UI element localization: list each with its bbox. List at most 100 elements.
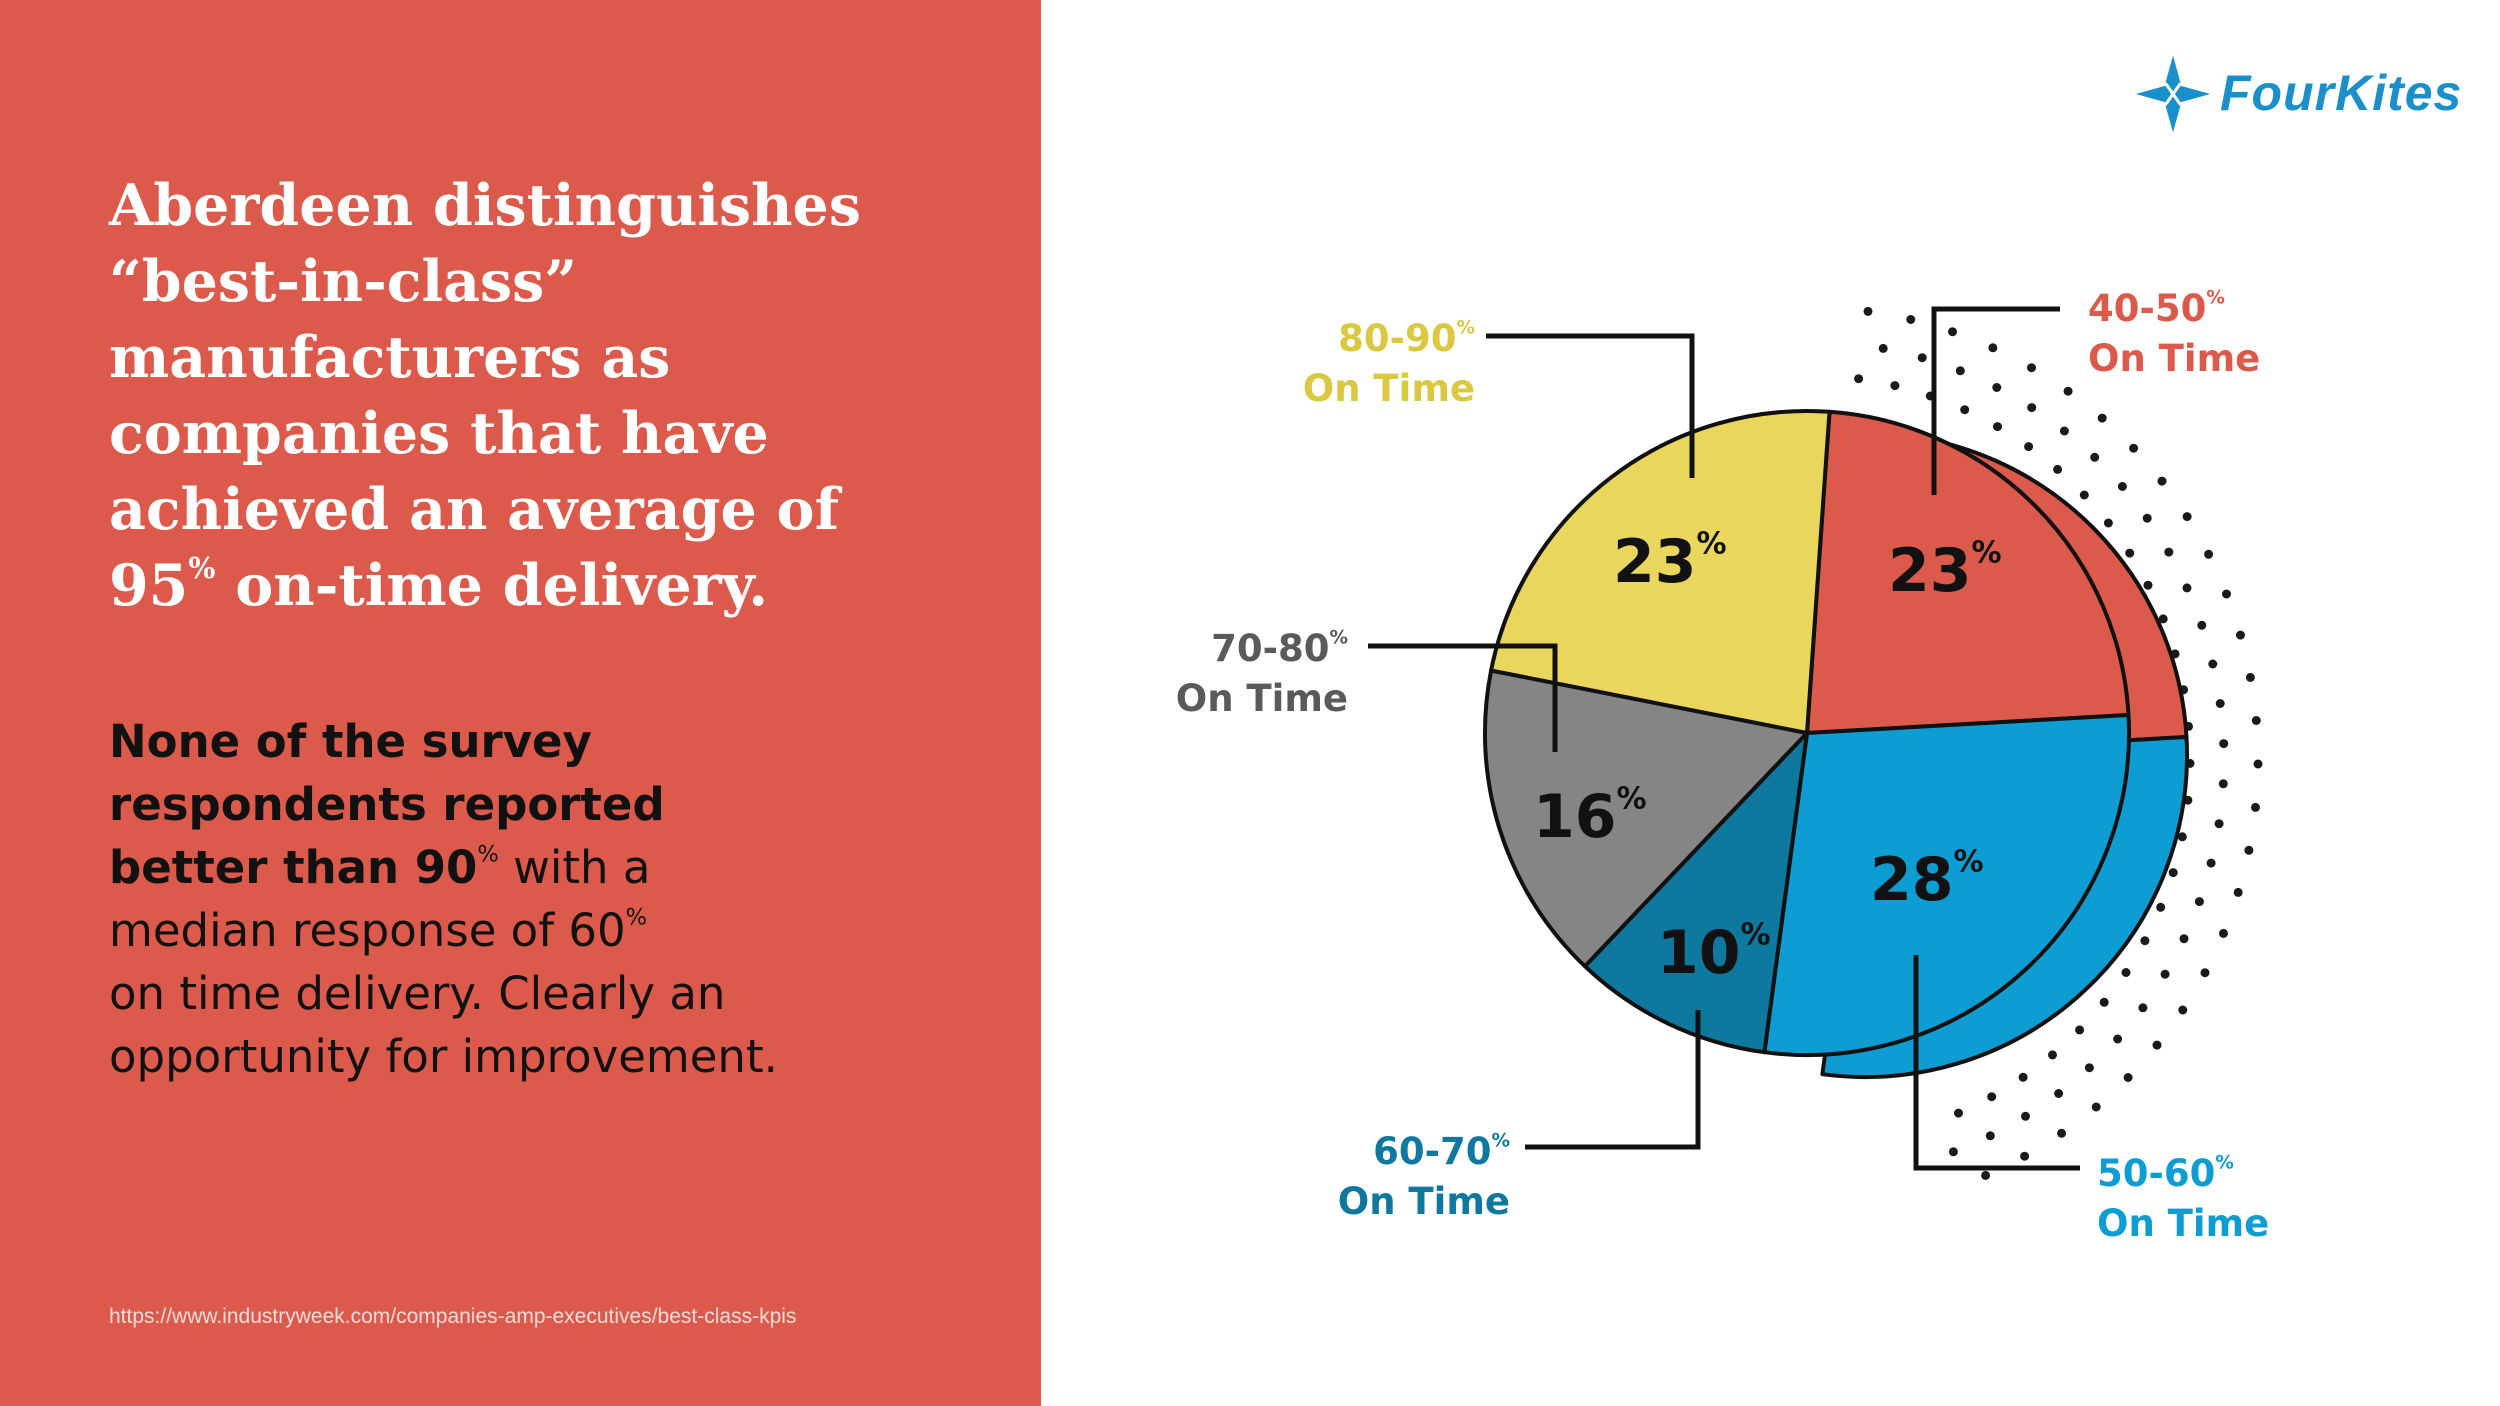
body-bold-line-2: respondents reported xyxy=(109,778,665,831)
halo-dot xyxy=(1906,315,1916,324)
halo-dot xyxy=(1917,353,1927,363)
halo-dot xyxy=(2053,464,2063,474)
body-text-line-6: opportunity for improvement. xyxy=(109,1030,778,1083)
halo-dot xyxy=(2160,969,2170,979)
slice-value-percent-sign: % xyxy=(1740,917,1771,953)
slice-80-90 xyxy=(1489,409,1832,735)
halo-dot xyxy=(2142,513,2152,523)
body-text-line-5: on time delivery. Clearly an xyxy=(109,967,726,1020)
halo-dot xyxy=(2208,659,2218,669)
body-text-line-3: with a xyxy=(498,841,651,894)
halo-dot xyxy=(2214,819,2224,829)
halo-dot xyxy=(2245,672,2255,682)
slice-value-80-90: 23 xyxy=(1613,527,1697,597)
halo-dot xyxy=(1955,366,1965,376)
slice-40-50 xyxy=(1805,409,2131,735)
slice-value-label-70-80: 16% xyxy=(1533,782,1647,852)
halo-dot xyxy=(2079,490,2089,500)
leader-line-70-80 xyxy=(1368,643,1558,752)
pie-slices xyxy=(1482,409,2131,1058)
halo-dot xyxy=(2158,614,2168,624)
legend-suffix-40-50: On Time xyxy=(2088,337,2261,380)
halo-dot xyxy=(2168,868,2178,878)
halo-dot xyxy=(2182,583,2192,593)
halo-dot xyxy=(1993,422,2002,432)
body-percent-sign-1: % xyxy=(477,841,499,868)
halo-dot xyxy=(2021,1111,2030,1121)
left-panel: Aberdeen distinguishes “best-in-class” man… xyxy=(0,0,1041,1406)
slice-60-70 xyxy=(1582,731,1809,1055)
slice-value-percent-sign: % xyxy=(1696,526,1727,562)
halo-dot xyxy=(2182,512,2192,522)
halo-dot xyxy=(1948,1147,1958,1157)
legend-percent-sign: % xyxy=(1491,1130,1510,1152)
halo-dot xyxy=(2215,699,2225,708)
slice-value-percent-sign: % xyxy=(1953,844,1984,880)
halo-dot xyxy=(2204,549,2214,559)
halo-dot xyxy=(2091,1102,2101,1112)
halo-dot xyxy=(2251,802,2260,812)
halo-dot xyxy=(2197,620,2207,630)
slice-value-70-80: 16 xyxy=(1533,782,1617,852)
legend-range-40-50: 40-50 xyxy=(2088,287,2207,330)
halo-dot xyxy=(2027,403,2037,413)
slice-value-label-40-50: 23% xyxy=(1888,536,2002,606)
body-bold-line-3: better than 90 xyxy=(109,841,478,894)
legend-range-70-80: 70-80 xyxy=(1211,627,1330,670)
legend-label-60-70: 60-70% On Time xyxy=(1280,1127,1510,1227)
halo-dot xyxy=(2063,386,2073,396)
halo-dot xyxy=(2054,1089,2064,1098)
halo-dot xyxy=(2123,1073,2133,1082)
legend-percent-sign: % xyxy=(2206,287,2225,309)
headline-line-6: on-time delivery. xyxy=(215,552,769,619)
slice-value-label-60-70: 10% xyxy=(1657,918,1771,988)
halo-dot xyxy=(2253,759,2263,769)
fourkites-logo: FourKites xyxy=(2128,46,2461,142)
kite-star-icon xyxy=(2128,48,2218,140)
halo-dot xyxy=(2048,1050,2057,1060)
halo-dot xyxy=(1854,374,1864,384)
halo-dot xyxy=(2097,413,2107,423)
leader-line-50-60 xyxy=(1913,955,2080,1171)
legend-label-70-80: 70-80% On Time xyxy=(1112,624,1348,724)
legend-suffix-60-70: On Time xyxy=(1337,1180,1510,1223)
halo-dot xyxy=(2140,936,2150,946)
legend-percent-sign: % xyxy=(2215,1152,2234,1174)
source-link[interactable]: https://www.industryweek.com/companies-a… xyxy=(109,1305,797,1328)
leader-line-40-50 xyxy=(1931,306,2060,495)
halo-dot xyxy=(1890,381,1900,391)
legend-suffix-50-60: On Time xyxy=(2097,1202,2270,1245)
halo-dot xyxy=(2075,1025,2085,1035)
halo-dot xyxy=(1981,1170,1991,1180)
halo-dot xyxy=(2152,1040,2162,1050)
headline-line-4: companies that have xyxy=(109,400,769,467)
legend-suffix-70-80: On Time xyxy=(1175,677,1348,720)
legend-label-80-90: 80-90% On Time xyxy=(1237,314,1475,414)
halo-dot xyxy=(2233,887,2243,897)
headline-number: 95 xyxy=(109,552,189,619)
halo-dot xyxy=(2206,858,2216,868)
leader-line-60-70 xyxy=(1525,1010,1701,1150)
halo-dot xyxy=(2027,363,2036,373)
halo-dot xyxy=(2103,518,2113,528)
halo-dot xyxy=(2143,580,2153,590)
headline-percent-sign: % xyxy=(188,550,216,585)
slice-value-percent-sign: % xyxy=(1616,781,1647,817)
halo-dot xyxy=(2024,442,2034,452)
headline-line-2: “best-in-class” xyxy=(109,248,577,315)
slice-value-60-70: 10 xyxy=(1657,918,1741,988)
halo-dot xyxy=(2157,476,2167,486)
halo-dot xyxy=(2177,832,2187,842)
headline-line-1: Aberdeen distinguishes xyxy=(109,172,861,239)
halo-dot xyxy=(2084,1063,2094,1073)
halo-dot xyxy=(1992,383,2002,392)
halo-dot xyxy=(2219,928,2228,938)
halo-dot xyxy=(2117,482,2127,491)
halo-dot xyxy=(2121,968,2131,977)
legend-range-80-90: 80-90 xyxy=(1338,317,1457,360)
halo-dot xyxy=(2218,779,2228,789)
body-percent-sign-2: % xyxy=(625,904,648,931)
legend-range-60-70: 60-70 xyxy=(1373,1130,1492,1173)
halo-dot xyxy=(1954,1108,1963,1118)
legend-range-50-60: 50-60 xyxy=(2097,1152,2216,1195)
